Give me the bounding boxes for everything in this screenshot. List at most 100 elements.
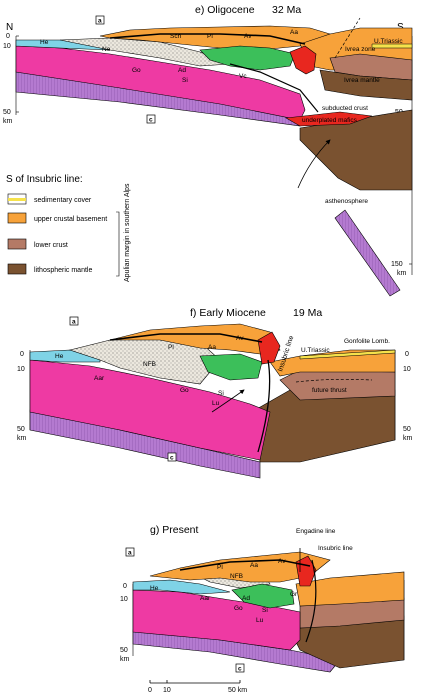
scale-label: 0	[148, 687, 152, 694]
green-ophiolite	[199, 45, 296, 71]
annotation: Ivrea mantle	[344, 77, 380, 84]
annotation: Insubric line	[318, 545, 353, 552]
green-ophiolite	[199, 353, 263, 381]
legend-bracket-label: Apulian margin in southern Alps	[124, 183, 131, 282]
boxed-label-text: a	[98, 18, 102, 25]
depth-tick: 0	[20, 351, 24, 358]
boxed-label	[125, 547, 135, 557]
depth-tick: 50	[3, 109, 11, 116]
unit-label: Lu	[212, 400, 220, 407]
helvetic-cyan	[132, 579, 231, 595]
annotation: U.Triassic	[374, 38, 403, 45]
boxed-label-text: a	[72, 319, 76, 326]
scale-label: 50 km	[228, 687, 247, 694]
unit-label: Go	[234, 605, 243, 612]
panel-title: f) Early Miocene	[190, 307, 266, 319]
panel-title: g) Present	[150, 524, 199, 536]
unit-label: He	[40, 39, 49, 46]
legend: S of Insubric line: sedimentary cover up…	[6, 174, 131, 282]
boxed-label	[95, 15, 105, 25]
european-crust-magenta	[15, 45, 306, 121]
insubric-line-trace	[334, 17, 361, 59]
triassic-strip	[299, 349, 396, 360]
depth-tick: 10	[120, 596, 128, 603]
unit-label: Si	[182, 77, 188, 84]
scale-label: 10	[163, 687, 171, 694]
depth-tick: 50	[120, 647, 128, 654]
depth-tick: 50	[403, 426, 411, 433]
panel-present: g) Present 0 10 50 km a c He Aar	[120, 524, 405, 673]
legend-item: lithospheric mantle	[7, 263, 92, 275]
unit-label: Sch	[170, 33, 182, 40]
annotation: Ivrea zone	[345, 46, 376, 53]
exhumation-arrow	[211, 389, 245, 413]
panel-title: e) Oligocene	[195, 4, 255, 16]
unit-label: Vc	[239, 73, 247, 80]
depth-unit: km	[397, 270, 407, 277]
thrust-line	[109, 33, 306, 45]
unit-label: Go	[132, 67, 141, 74]
european-crust-magenta	[29, 359, 271, 461]
boxed-label-text: c	[238, 666, 242, 673]
side-label-south: S	[397, 22, 404, 33]
unit-label: Av	[236, 335, 244, 342]
red-mafic-body	[257, 331, 281, 365]
depth-tick: 0	[405, 351, 409, 358]
red-mafic-body	[289, 45, 317, 75]
panel-age: 19 Ma	[293, 307, 322, 319]
boxed-label-text: c	[170, 455, 174, 462]
depth-unit: km	[403, 435, 413, 442]
unit-label: Ad	[242, 595, 250, 602]
annotation: subducted crust	[322, 105, 368, 112]
annotation: future thrust	[312, 387, 347, 394]
future-thrust-trace	[295, 378, 373, 383]
legend-swatch	[7, 263, 27, 275]
lithospheric-mantle-lower	[299, 109, 413, 191]
unit-label: Aar	[200, 595, 211, 602]
annotation: asthenosphere	[325, 198, 368, 205]
thrust-line	[109, 333, 263, 343]
depth-tick: 0	[123, 583, 127, 590]
unit-label: Aa	[208, 344, 216, 351]
depth-tick: 10	[403, 366, 411, 373]
legend-label: sedimentary cover	[34, 197, 92, 204]
boxed-label-text: a	[128, 550, 132, 557]
unit-label: NFB	[143, 361, 156, 368]
upper-crust-orange	[149, 551, 331, 583]
legend-label: lithospheric mantle	[34, 267, 92, 274]
unit-label: Si	[218, 390, 224, 397]
panel-early-miocene: f) Early Miocene 19 Ma 0 10 50 km 0 10 5…	[17, 307, 413, 479]
annotation: Engadine line	[296, 528, 336, 535]
unit-label: Av	[278, 558, 286, 565]
asthenosphere-flow-arrow	[297, 139, 331, 189]
boxed-label	[146, 114, 156, 124]
annotation: U.Triassic	[301, 347, 330, 354]
unit-label: Av	[244, 33, 252, 40]
southern-basement-orange	[295, 571, 405, 607]
unit-label: He	[55, 353, 64, 360]
depth-tick: 0	[6, 33, 10, 40]
panel-age: 32 Ma	[272, 4, 301, 16]
thrust-line	[179, 559, 311, 571]
depth-unit: km	[3, 118, 13, 125]
side-label-north: N	[6, 22, 13, 33]
unit-label: Pl	[168, 344, 174, 351]
legend-swatch	[8, 198, 26, 201]
legend-label: upper crustal basement	[34, 216, 107, 223]
unit-label: Aa	[290, 29, 298, 36]
unit-label: Gr	[290, 591, 298, 598]
green-ophiolite	[231, 583, 295, 609]
boxed-label	[235, 663, 245, 673]
depth-tick: 50	[17, 426, 25, 433]
panel-oligocene: e) Oligocene 32 Ma N S 0 10 50 km 0 10 5…	[3, 4, 413, 297]
boxed-label	[167, 452, 177, 462]
lithospheric-mantle-lower	[254, 389, 396, 463]
unit-label: Ad	[178, 67, 186, 74]
unit-label: NFB	[230, 573, 243, 580]
annotation: Gonfolite Lomb.	[344, 338, 390, 345]
triassic-strip	[371, 43, 413, 49]
unit-label: Pl	[217, 564, 223, 571]
legend-item: lower crust	[7, 238, 68, 250]
unit-label: Lu	[256, 617, 264, 624]
